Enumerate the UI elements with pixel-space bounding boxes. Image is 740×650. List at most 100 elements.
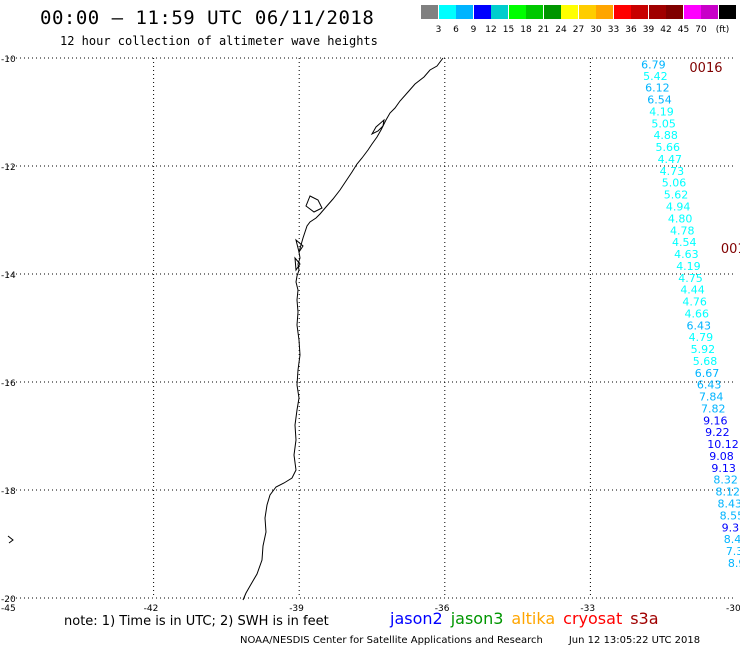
- scale-swatch: [421, 5, 438, 19]
- swh-value: 4.19: [649, 105, 674, 118]
- scale-swatch: [561, 5, 578, 19]
- swh-value: 9.16: [703, 414, 728, 427]
- x-tick-label: -36: [435, 604, 450, 614]
- swh-value: 4.76: [682, 296, 707, 309]
- credit-text: NOAA/NESDIS Center for Satellite Applica…: [240, 635, 543, 646]
- scale-swatch: [631, 5, 648, 19]
- scale-label: 15: [502, 25, 515, 35]
- legend-s3a: s3a: [630, 609, 659, 628]
- scale-swatch: [491, 5, 508, 19]
- scale-label: 30: [590, 25, 602, 35]
- scale-label: 33: [607, 25, 620, 35]
- scale-swatch: [508, 5, 526, 19]
- scale-label: 39: [642, 25, 655, 35]
- swh-value: 4.88: [653, 129, 678, 142]
- scale-label: 3: [435, 25, 442, 35]
- swh-value: 4.54: [672, 236, 697, 249]
- scale-swatch: [578, 5, 596, 19]
- swh-value: 8.43: [718, 498, 740, 511]
- x-tick-label: -45: [1, 604, 16, 614]
- swh-value: 4.94: [666, 201, 691, 214]
- scale-swatch: [526, 5, 543, 19]
- coastline: [242, 57, 444, 601]
- swh-value: 4.63: [674, 248, 699, 261]
- scale-label: (ft): [715, 25, 730, 35]
- swh-value: 4.73: [660, 165, 685, 178]
- scale-label: 6: [453, 25, 459, 35]
- swh-value: 9.13: [711, 462, 736, 475]
- scale-label: 21: [537, 25, 550, 35]
- swh-value: 8.32: [713, 474, 738, 487]
- scale-swatch: [543, 5, 561, 19]
- swh-value: 6.79: [641, 58, 666, 71]
- swh-value: 4.80: [668, 212, 693, 225]
- swh-value: 9.37: [722, 521, 740, 534]
- swh-value: 5.68: [693, 355, 718, 368]
- scale-swatch: [456, 5, 473, 19]
- scale-swatch: [596, 5, 613, 19]
- altimeter-track: 6.795.426.126.544.195.054.885.664.474.73…: [641, 58, 740, 569]
- y-tick-label: -20: [1, 595, 16, 605]
- scale-label: 12: [485, 25, 497, 35]
- swh-value: 8.97: [728, 557, 740, 570]
- swh-value: 9.08: [709, 450, 734, 463]
- swh-value: 5.66: [656, 141, 681, 154]
- swh-value: 4.79: [689, 331, 714, 344]
- scale-label: 27: [572, 25, 585, 35]
- scale-swatch: [473, 5, 491, 19]
- scale-swatch: [683, 5, 701, 19]
- swh-value: 8.55: [720, 509, 740, 522]
- scale-label: 70: [695, 25, 707, 35]
- scale-label: 45: [677, 25, 690, 35]
- swh-value: 6.12: [645, 82, 670, 95]
- x-tick-label: -42: [144, 604, 159, 614]
- scale-label: 36: [625, 25, 637, 35]
- footer: NOAA/NESDIS Center for Satellite Applica…: [240, 635, 700, 646]
- swh-value: 7.39: [726, 545, 740, 558]
- x-tick-label: -30: [726, 604, 740, 614]
- units-note: note: 1) Time is in UTC; 2) SWH is in fe…: [64, 614, 329, 629]
- swh-value: 5.06: [662, 177, 687, 190]
- swh-value: 7.82: [701, 402, 726, 415]
- page-title: 00:00 – 11:59 UTC 06/11/2018: [40, 7, 375, 29]
- scale-swatch: [438, 5, 456, 19]
- legend-cryosat: cryosat: [563, 609, 623, 628]
- page-subtitle: 12 hour collection of altimeter wave hei…: [60, 34, 378, 48]
- swh-value: 5.62: [664, 189, 689, 202]
- swh-value: 8.48: [724, 533, 740, 546]
- y-tick-label: -12: [1, 163, 16, 173]
- swh-value: 5.92: [691, 343, 716, 356]
- swh-value: 6.67: [695, 367, 720, 380]
- swh-value: 10.12: [707, 438, 739, 451]
- scale-swatch: [648, 5, 666, 19]
- legend-altika: altika: [511, 609, 556, 628]
- scale-swatch: [701, 5, 718, 19]
- swh-value: 6.43: [687, 319, 712, 332]
- swh-value: 9.22: [705, 426, 730, 439]
- x-tick-label: -33: [580, 604, 595, 614]
- coastline-island: [7, 118, 385, 544]
- y-tick-label: -16: [1, 379, 16, 389]
- swh-value: 5.05: [651, 117, 676, 130]
- x-tick-label: -39: [289, 604, 304, 614]
- swh-value: 4.47: [658, 153, 683, 166]
- scale-swatch: [718, 5, 736, 19]
- swh-value: 4.78: [670, 224, 695, 237]
- swh-value: 4.66: [684, 307, 709, 320]
- map-axes: -42 -39 -36 -33 -30 -45 -10 -12 -14 -16 -18 -20: [1, 55, 740, 614]
- pass-time-label: 0015: [721, 242, 740, 257]
- swh-value: 8.12: [715, 486, 740, 499]
- swh-value: 4.44: [680, 284, 705, 297]
- timestamp-text: Jun 12 13:05:22 UTC 2018: [568, 635, 701, 646]
- y-tick-label: -14: [1, 271, 16, 281]
- scale-label: 18: [520, 25, 532, 35]
- map-grid: [8, 57, 736, 599]
- swh-value: 6.43: [697, 379, 722, 392]
- swh-value: 4.75: [678, 272, 703, 285]
- legend-jason2: jason2: [390, 609, 443, 628]
- y-tick-label: -18: [1, 487, 16, 497]
- pass-time-label: 0016: [689, 61, 722, 76]
- legend-jason3: jason3: [450, 609, 504, 628]
- swh-value: 6.54: [647, 94, 672, 107]
